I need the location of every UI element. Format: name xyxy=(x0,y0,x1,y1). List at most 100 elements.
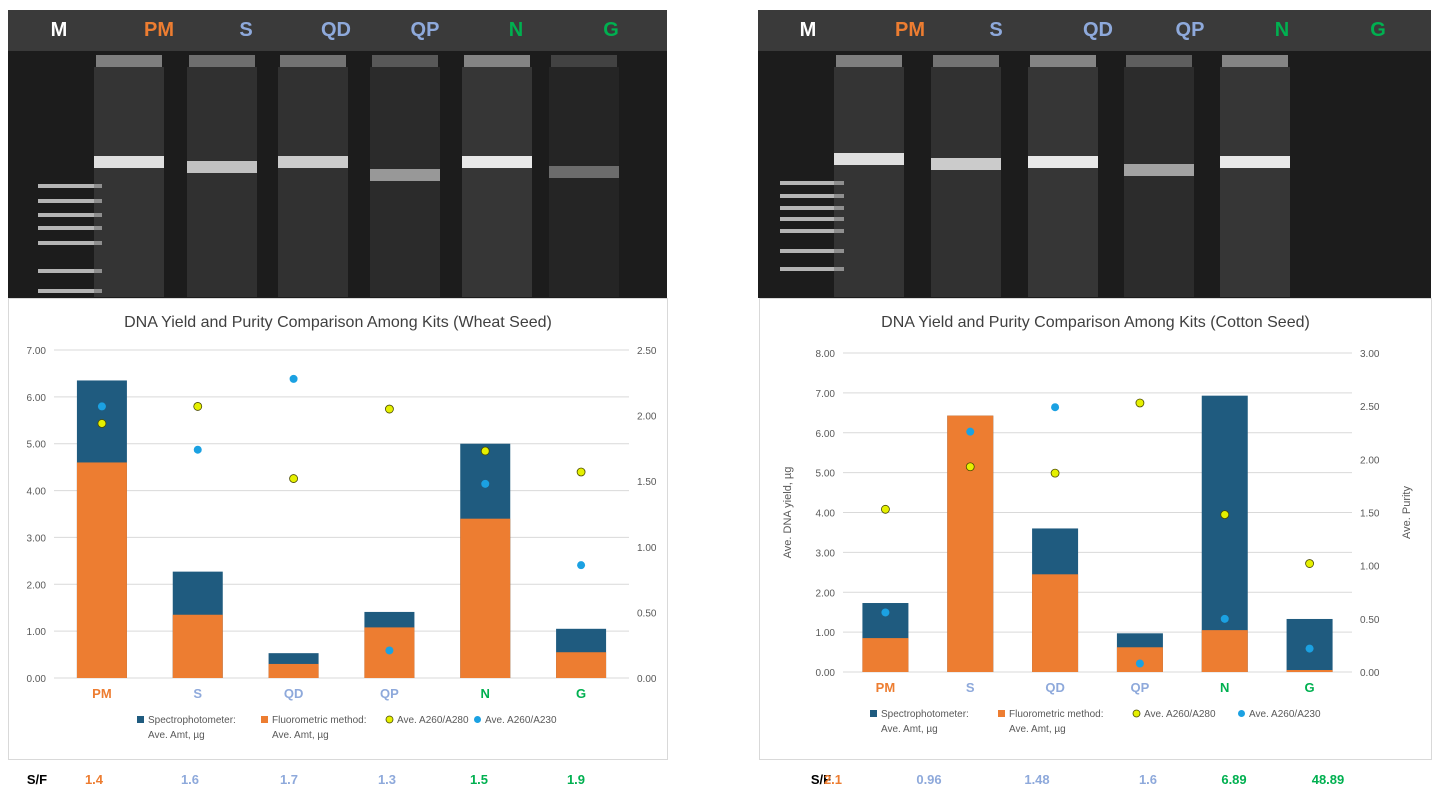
point-a260-a280 xyxy=(1305,559,1314,568)
gel-lane-label: N xyxy=(508,19,524,41)
y-tick-label: 6.00 xyxy=(27,393,47,404)
ladder-band xyxy=(780,249,844,253)
point-a260-a280 xyxy=(1050,468,1060,478)
legend-label-line2: Ave. Amt, µg xyxy=(881,724,938,735)
gel-lane-label: M xyxy=(799,19,817,41)
ladder-band xyxy=(38,269,102,273)
y2-tick-label: 0.00 xyxy=(637,674,657,685)
gel-well xyxy=(280,55,346,67)
point-a260-a230 xyxy=(966,427,975,436)
ladder-band xyxy=(780,217,844,221)
ladder-band xyxy=(38,213,102,217)
gel-lane-smear xyxy=(187,67,257,297)
point-a260-a280 xyxy=(385,404,394,414)
y2-tick-label: 1.50 xyxy=(637,477,657,488)
bar-fluorometric xyxy=(1286,670,1333,672)
gel-lane-label: QP xyxy=(1175,19,1205,41)
x-category-label: QP xyxy=(1131,680,1150,695)
gel-lane-label: N xyxy=(1274,19,1290,41)
y-tick-label: 7.00 xyxy=(816,389,836,400)
sf-value: 1.6 xyxy=(180,772,200,787)
gel-lane-label: PM xyxy=(895,19,925,41)
point-a260-a230 xyxy=(481,479,490,488)
gel-lane-smear xyxy=(278,67,348,297)
legend-label-line2: Ave. Amt, µg xyxy=(272,730,329,741)
point-a260-a280 xyxy=(97,419,107,428)
ladder-band xyxy=(38,289,102,293)
gel-dna-band xyxy=(1220,156,1290,168)
y-tick-label: 1.00 xyxy=(27,627,47,638)
point-a260-a280 xyxy=(289,474,298,483)
legend-swatch-fluorometric xyxy=(261,716,268,723)
y2-tick-label: 2.00 xyxy=(1360,455,1380,466)
point-a260-a230 xyxy=(289,374,298,383)
gel-lane-label: PM xyxy=(144,19,174,41)
legend-label: Fluorometric method: xyxy=(1009,709,1103,720)
gel-lane-smear xyxy=(1028,67,1098,297)
bar-fluorometric xyxy=(862,638,909,672)
legend-label: Spectrophotometer: xyxy=(881,709,969,720)
chart-svg-cotton: DNA Yield and Purity Comparison Among Ki… xyxy=(782,314,1413,735)
gel-well xyxy=(96,55,162,67)
gel-dna-band xyxy=(370,169,440,181)
y-tick-label: 2.00 xyxy=(27,580,47,591)
sf-label-cotton: S/F xyxy=(810,772,832,787)
x-category-label: G xyxy=(1305,680,1315,695)
gel-well xyxy=(933,55,999,67)
y-tick-label: 0.00 xyxy=(27,674,47,685)
y-tick-label: 5.00 xyxy=(816,469,836,480)
y-axis-label: Ave. DNA yield, µg xyxy=(782,467,794,559)
gel-lane-smear xyxy=(94,67,164,297)
legend-label: Ave. A260/A230 xyxy=(1249,709,1321,720)
legend-label: Spectrophotometer: xyxy=(148,715,236,726)
gel-lane-label: QD xyxy=(321,19,351,41)
y2-tick-label: 1.50 xyxy=(1360,509,1380,520)
point-a260-a230 xyxy=(881,608,890,617)
legend-swatch-a230 xyxy=(474,716,481,723)
gel-image-wheat xyxy=(8,51,667,298)
sf-value: 1.7 xyxy=(279,772,299,787)
y2-tick-label: 0.50 xyxy=(1360,615,1380,626)
gel-lane-smear xyxy=(1220,67,1290,297)
y2-tick-label: 0.50 xyxy=(637,608,657,619)
point-a260-a280 xyxy=(480,446,490,456)
chart-cotton: DNA Yield and Purity Comparison Among Ki… xyxy=(759,298,1432,760)
gel-well xyxy=(1030,55,1096,67)
gel-lane-label: QP xyxy=(410,19,440,41)
gel-dna-band xyxy=(1028,156,1098,168)
ladder-band xyxy=(38,226,102,230)
gel-lane-label: S xyxy=(239,19,253,41)
sf-value: 48.89 xyxy=(1311,772,1345,787)
gel-well xyxy=(836,55,902,67)
gel-lane-smear xyxy=(462,67,532,297)
legend-swatch-spectrophotometer xyxy=(137,716,144,723)
x-category-label: N xyxy=(481,686,490,701)
gel-well xyxy=(551,55,617,67)
bar-fluorometric xyxy=(172,614,223,678)
gel-lane-smear xyxy=(549,67,619,297)
gel-dna-band xyxy=(278,156,348,168)
y-tick-label: 3.00 xyxy=(816,548,836,559)
legend-label-line2: Ave. Amt, µg xyxy=(1009,724,1066,735)
legend-label: Ave. A260/A280 xyxy=(1144,709,1216,720)
sf-value: 1.5 xyxy=(469,772,489,787)
bar-fluorometric xyxy=(556,652,607,678)
chart-title: DNA Yield and Purity Comparison Among Ki… xyxy=(124,314,552,331)
point-a260-a230 xyxy=(1305,644,1314,653)
y2-axis-label: Ave. Purity xyxy=(1401,486,1413,539)
legend-label: Ave. A260/A280 xyxy=(397,715,469,726)
y2-tick-label: 3.00 xyxy=(1360,349,1380,360)
point-a260-a280 xyxy=(193,402,203,411)
legend-label: Ave. A260/A230 xyxy=(485,715,557,726)
point-a260-a280 xyxy=(1220,510,1230,520)
x-category-label: QD xyxy=(1045,680,1065,695)
legend-label: Fluorometric method: xyxy=(272,715,366,726)
bar-fluorometric xyxy=(460,518,511,678)
ladder-band xyxy=(780,229,844,233)
ladder-band xyxy=(38,184,102,188)
gel-lane-smear xyxy=(931,67,1001,297)
y-tick-label: 4.00 xyxy=(27,487,47,498)
sf-value: 6.89 xyxy=(1221,772,1247,787)
ladder-band xyxy=(780,181,844,185)
gel-dna-band xyxy=(931,158,1001,170)
